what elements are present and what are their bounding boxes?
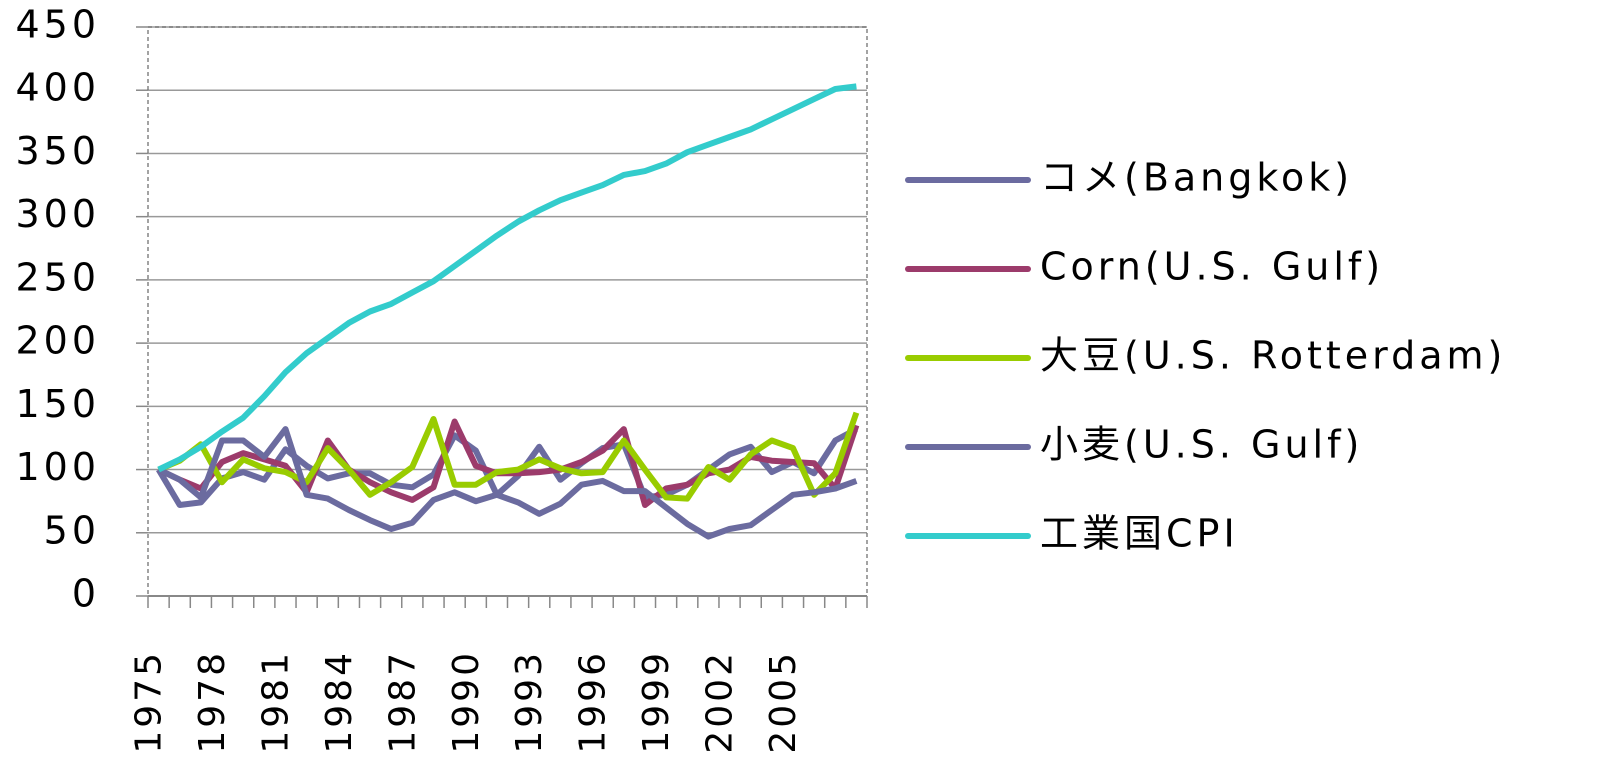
series-line <box>157 83 857 473</box>
y-tick-label: 200 <box>15 319 100 363</box>
y-tick-label: 0 <box>72 572 100 616</box>
x-tick-label: 1996 <box>573 650 614 754</box>
y-tick-label: 450 <box>15 3 100 47</box>
x-tick-label: 1990 <box>446 650 487 754</box>
x-tick-label: 1993 <box>509 650 550 754</box>
legend-label: Corn(U.S. Gulf) <box>1040 245 1384 289</box>
legend-label: 工業国CPI <box>1040 512 1239 556</box>
y-tick-label: 150 <box>15 382 100 426</box>
x-tick-label: 1984 <box>319 650 360 754</box>
x-tick-label: 1975 <box>129 650 170 754</box>
x-tick-label: 2002 <box>700 650 741 754</box>
plot-border <box>147 26 868 597</box>
x-tick-label: 1987 <box>382 650 423 754</box>
x-tick-label: 2005 <box>763 650 804 754</box>
y-tick-label: 350 <box>15 129 100 173</box>
x-tick-label: 1999 <box>636 650 677 754</box>
y-tick-label: 100 <box>15 445 100 489</box>
legend-label: 大豆(U.S. Rotterdam) <box>1040 334 1506 378</box>
legend-label: 小麦(U.S. Gulf) <box>1040 423 1363 467</box>
y-tick-label: 250 <box>15 255 100 299</box>
y-tick-label: 400 <box>15 66 100 110</box>
y-tick-label: 50 <box>44 508 100 552</box>
x-tick-label: 1981 <box>255 650 296 754</box>
legend-label: コメ(Bangkok) <box>1040 156 1353 200</box>
x-tick-label: 1978 <box>192 650 233 754</box>
series-line <box>157 426 858 540</box>
series-line <box>157 411 860 502</box>
series-line <box>157 418 860 508</box>
y-tick-label: 300 <box>15 192 100 236</box>
